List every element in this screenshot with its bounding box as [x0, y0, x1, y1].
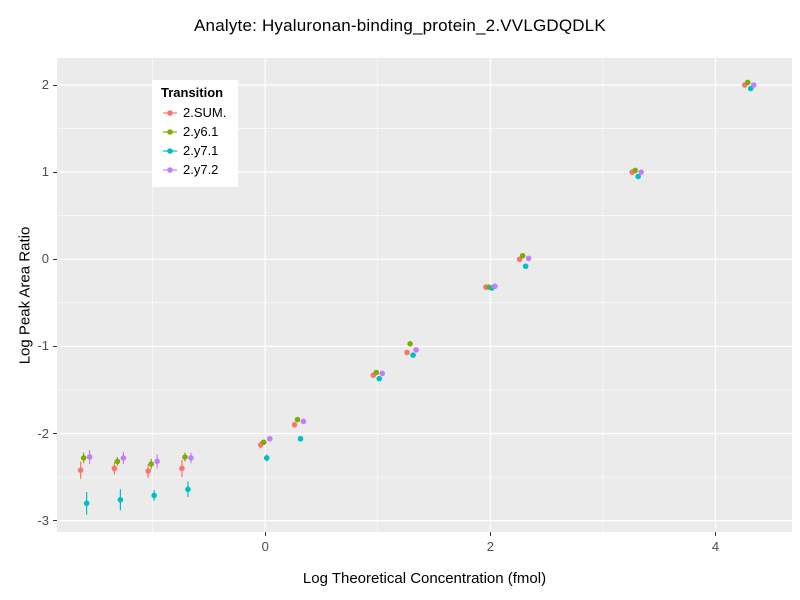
legend-item: 2.y6.1 [161, 122, 226, 141]
y-tick-label: -2 [37, 425, 49, 441]
data-point [376, 375, 383, 382]
legend-items: 2.SUM. 2.y6.1 2.y7.1 2.y7.2 [161, 103, 226, 179]
legend-item-label: 2.SUM. [183, 105, 227, 120]
data-point [522, 263, 529, 270]
data-point [632, 167, 638, 174]
legend-item-label: 2.y7.1 [183, 143, 219, 158]
data-point [111, 465, 118, 472]
data-point [525, 255, 532, 262]
legend: Transition 2.SUM. 2.y6.1 2.y7.1 2.y7.2 [152, 80, 239, 187]
legend-key-pointrange-icon [163, 147, 177, 154]
data-point [188, 455, 194, 461]
data-point [266, 435, 273, 442]
y-tick-mark [53, 84, 57, 86]
data-point [185, 486, 191, 493]
legend-title: Transition [161, 85, 224, 100]
y-tick-mark [53, 433, 57, 435]
legend-item: 2.y7.1 [161, 141, 226, 160]
data-point [519, 252, 526, 259]
data-point [297, 435, 304, 442]
x-tick-mark [489, 532, 491, 536]
data-point [117, 496, 124, 503]
data-point [148, 461, 154, 467]
data-point [291, 422, 298, 428]
y-tick-mark [53, 171, 57, 173]
x-tick-label: 0 [261, 539, 269, 554]
data-point [179, 465, 185, 472]
y-tick-label: 1 [41, 164, 49, 180]
data-point [750, 82, 757, 88]
y-tick-mark [53, 258, 57, 260]
legend-key-pointrange-icon [163, 128, 177, 135]
data-point [410, 352, 416, 358]
x-tick-mark [714, 532, 716, 536]
data-point [151, 492, 157, 499]
data-point [638, 169, 644, 175]
chart-title: Analyte: Hyaluronan-binding_protein_2.VV… [194, 16, 606, 35]
data-point [404, 349, 410, 356]
legend-key-pointrange-icon [163, 166, 177, 173]
y-tick-label: 0 [41, 251, 49, 267]
data-point [154, 458, 160, 465]
y-tick-mark [53, 345, 57, 347]
y-tick-mark [53, 520, 57, 522]
data-point [635, 173, 641, 180]
data-point [86, 454, 93, 460]
legend-key-pointrange-icon [163, 109, 177, 116]
data-point [77, 467, 84, 473]
data-point [413, 347, 419, 353]
data-point [80, 455, 87, 461]
data-point [83, 500, 90, 507]
data-point [263, 455, 270, 461]
legend-item: 2.SUM. [161, 103, 226, 122]
legend-item: 2.y7.2 [161, 160, 226, 179]
data-point [182, 454, 188, 460]
x-tick-label: 4 [711, 539, 720, 554]
x-tick-label: 2 [486, 539, 494, 554]
data-point [114, 458, 121, 465]
data-point [145, 468, 151, 474]
data-point [300, 418, 307, 425]
data-point [373, 369, 380, 376]
plot-canvas [57, 58, 792, 532]
data-point [744, 79, 751, 86]
y-tick-label: -3 [37, 512, 49, 528]
data-point [492, 283, 498, 290]
y-axis-label: Log Peak Area Ratio [16, 226, 34, 365]
data-point [120, 455, 127, 461]
legend-item-label: 2.y7.2 [183, 162, 219, 177]
legend-item-label: 2.y6.1 [183, 124, 219, 139]
data-point [260, 439, 267, 446]
data-point [407, 340, 413, 347]
data-point [379, 370, 386, 377]
y-tick-label: -1 [37, 338, 49, 354]
y-tick-label: 2 [41, 77, 49, 92]
data-point [294, 416, 301, 423]
x-axis-label: Log Theoretical Concentration (fmol) [302, 570, 547, 587]
x-tick-mark [264, 532, 266, 536]
